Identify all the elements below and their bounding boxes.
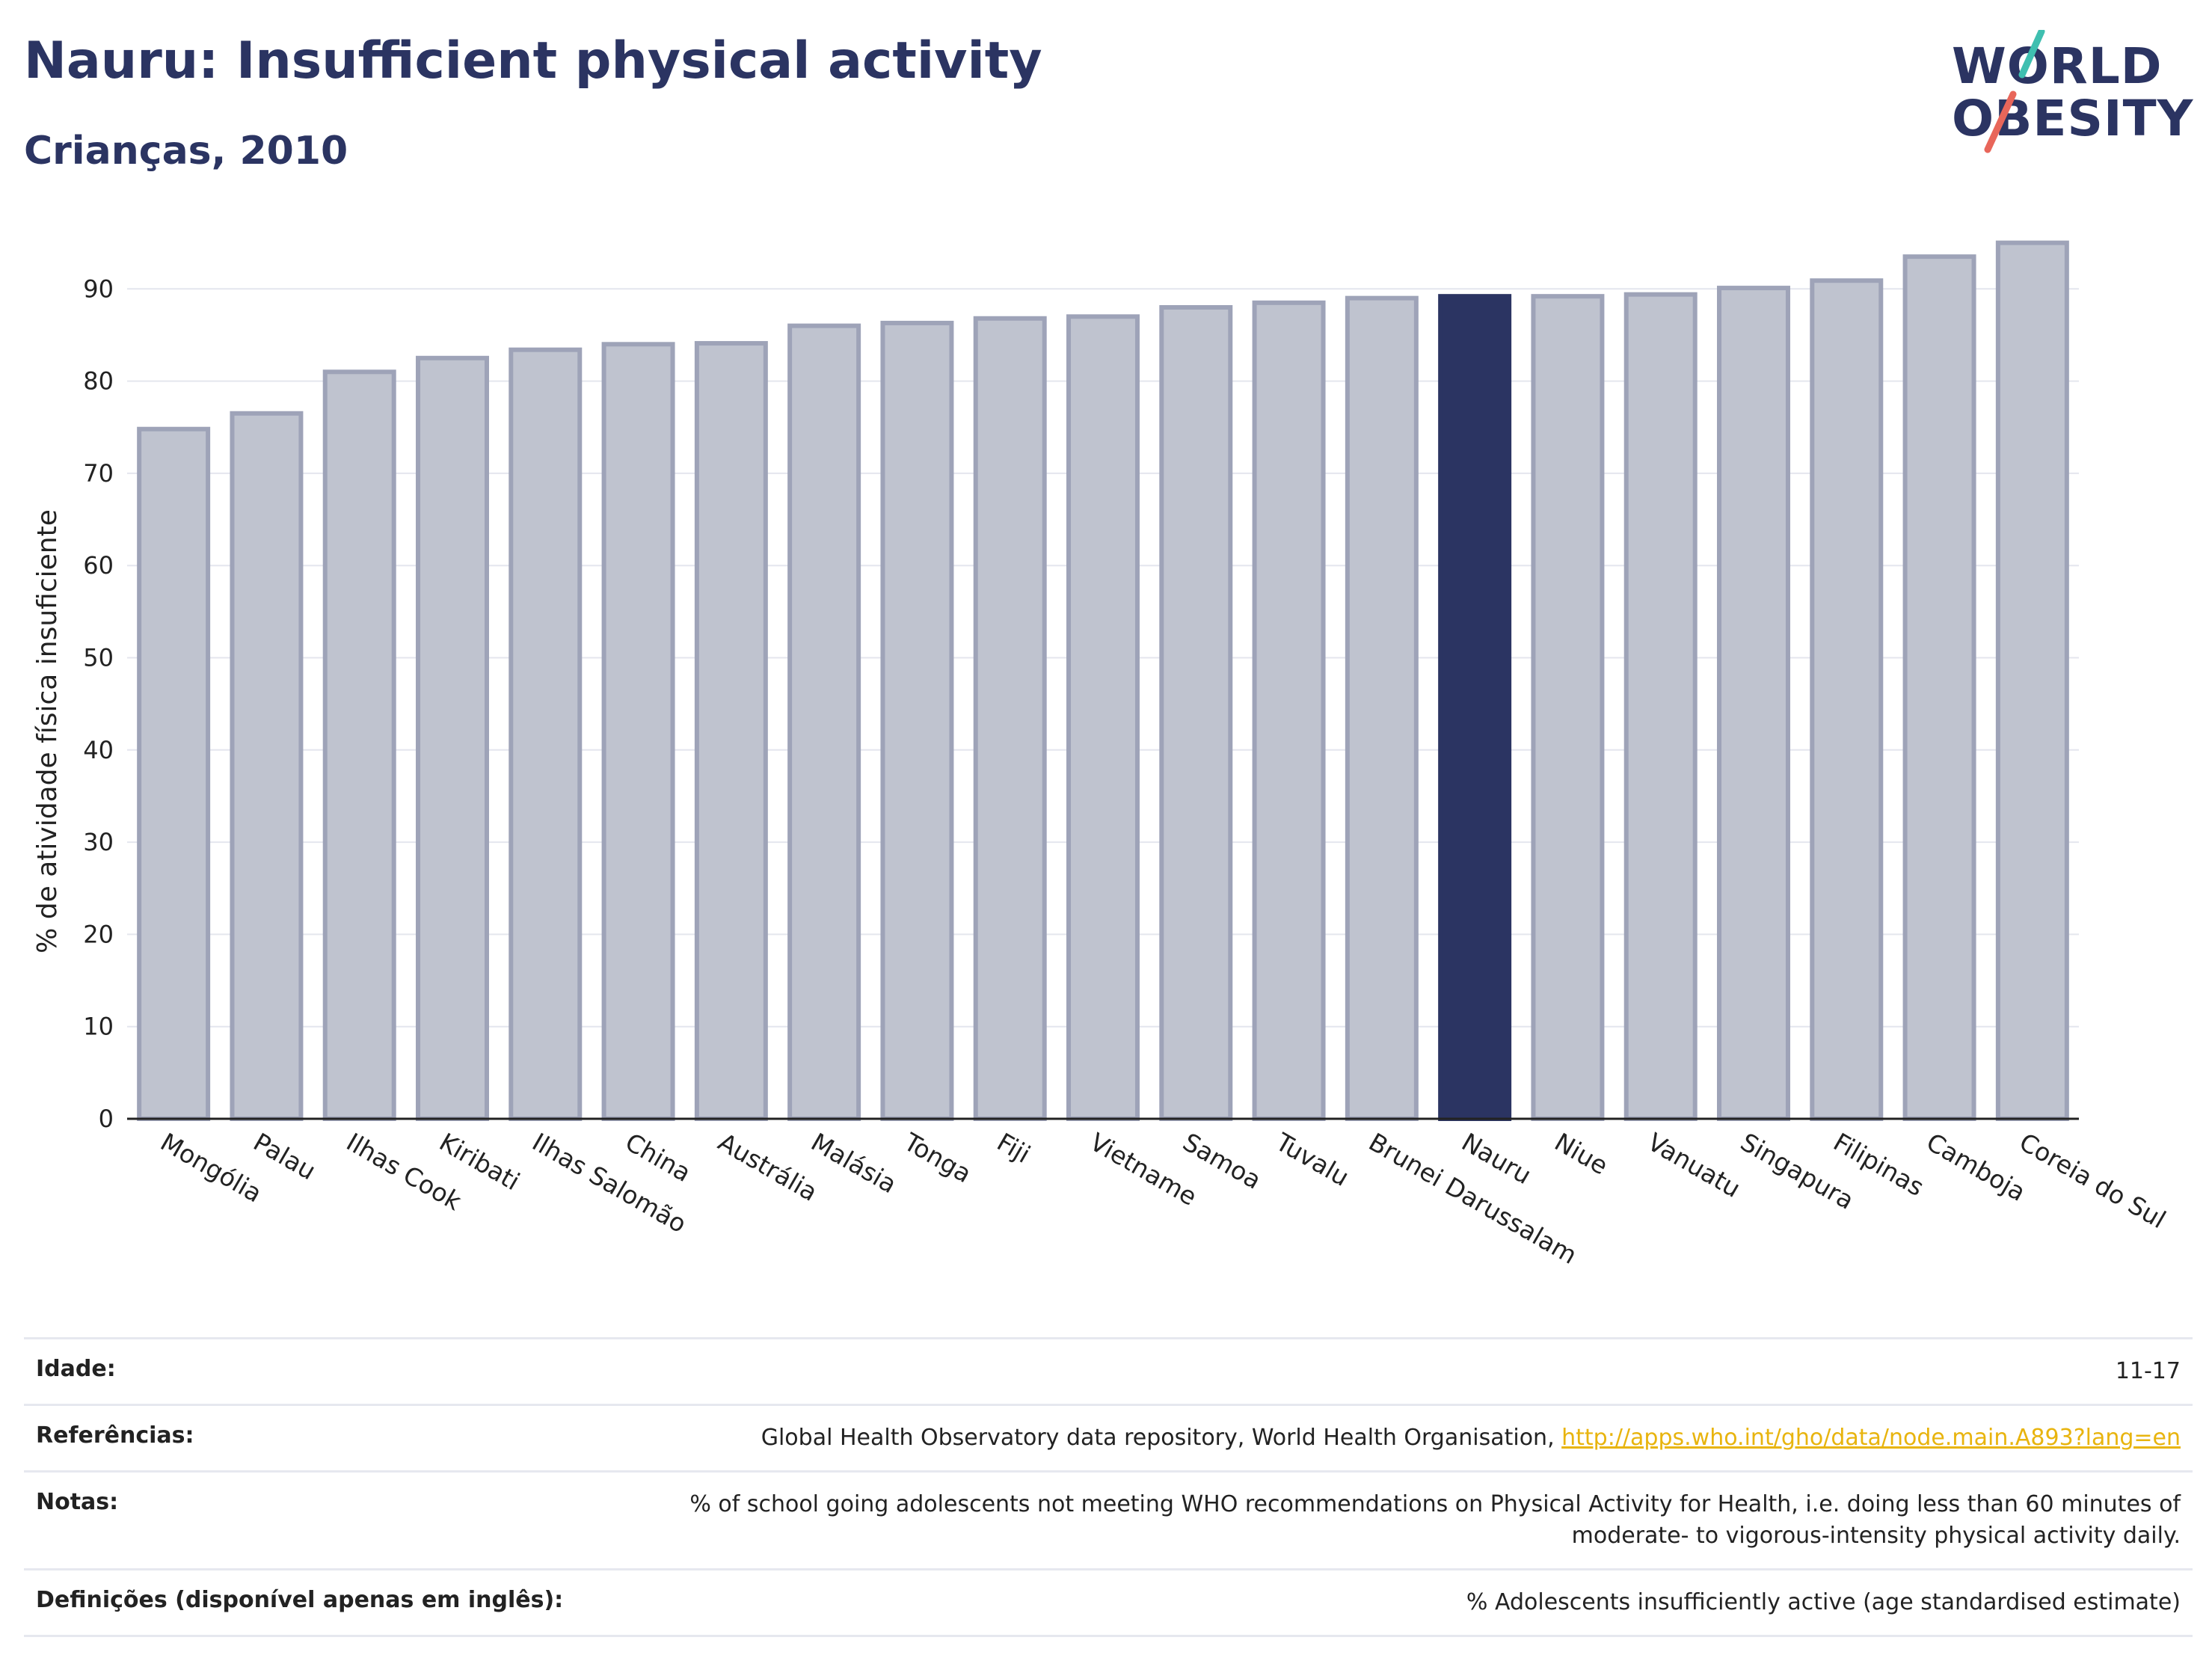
info-row-definitions: Definições (disponível apenas em inglês)…	[24, 1569, 2193, 1636]
info-label: Notas:	[36, 1489, 119, 1515]
info-row-notes: Notas: % of school going adolescents not…	[24, 1471, 2193, 1570]
y-tick-label: 10	[83, 1013, 114, 1041]
bar-tuvalu	[1252, 300, 1326, 1122]
y-axis-title: % de atividade física insuficiente	[32, 509, 63, 954]
y-tick-label: 0	[99, 1105, 114, 1133]
bar-samoa	[1159, 304, 1233, 1121]
info-table: Idade: 11-17 Referências: Global Health …	[24, 1337, 2193, 1637]
x-tick-label: Mongólia	[156, 1127, 267, 1208]
info-label: Idade:	[36, 1356, 116, 1382]
y-tick-label: 50	[83, 644, 114, 672]
bar-fiji	[973, 316, 1047, 1122]
x-tick-label: Tuvalu	[1271, 1127, 1354, 1192]
info-value: Global Health Observatory data repositor…	[575, 1405, 2193, 1472]
info-value: 11-17	[2115, 1358, 2181, 1384]
bar-coreia-do-sul	[1995, 240, 2069, 1121]
x-tick-label: Fiji	[992, 1127, 1036, 1169]
x-tick-label: Malásia	[806, 1127, 901, 1199]
bar-austrália	[694, 341, 768, 1121]
y-tick-label: 20	[83, 920, 114, 948]
x-tick-label: Vietname	[1085, 1127, 1202, 1212]
x-tick-label: Palau	[248, 1127, 321, 1185]
info-row-age: Idade: 11-17	[24, 1338, 2193, 1405]
bar-kiribati	[416, 355, 489, 1121]
bar-vanuatu	[1623, 292, 1698, 1121]
page-subtitle: Crianças, 2010	[24, 129, 348, 174]
x-tick-label: Ilhas Salomão	[527, 1127, 691, 1238]
info-value: % of school going adolescents not meetin…	[689, 1491, 2181, 1549]
bar-brunei-darussalam	[1345, 295, 1419, 1122]
y-tick-label: 90	[83, 274, 114, 303]
y-axis-ticks: 0 10 20 30 40 50 60 70 80 90	[83, 274, 114, 1133]
x-tick-label: Austrália	[713, 1127, 823, 1207]
bars	[127, 240, 2079, 1122]
bar-ilhas-cook	[322, 369, 396, 1122]
bar-mongólia	[137, 426, 211, 1122]
info-label: Definições (disponível apenas em inglês)…	[36, 1587, 564, 1613]
x-tick-label: Niue	[1549, 1127, 1613, 1180]
reference-link[interactable]: http://apps.who.int/gho/data/node.main.A…	[1561, 1425, 2181, 1451]
bar-camboja	[1902, 254, 1976, 1121]
y-tick-label: 30	[83, 828, 114, 856]
page-title: Nauru: Insufficient physical activity	[24, 31, 1042, 90]
info-value: % Adolescents insufficiently active (age…	[1466, 1589, 2181, 1615]
bar-singapura	[1717, 286, 1790, 1121]
bar-nauru	[1438, 294, 1512, 1121]
x-tick-label: Camboja	[1922, 1127, 2031, 1207]
bar-tonga	[880, 320, 954, 1121]
world-obesity-logo: WORLD OBESITY	[1952, 30, 2199, 157]
y-tick-label: 40	[83, 736, 114, 764]
x-tick-label: Coreia do Sul	[2015, 1127, 2171, 1234]
bar-filipinas	[1810, 278, 1884, 1121]
x-tick-label: Tonga	[899, 1127, 977, 1189]
bar-vietname	[1066, 314, 1140, 1122]
y-tick-label: 70	[83, 459, 114, 488]
bar-palau	[230, 411, 304, 1121]
reference-text: Global Health Observatory data repositor…	[761, 1425, 1562, 1451]
y-tick-label: 80	[83, 367, 114, 396]
bar-malásia	[787, 323, 861, 1121]
logo-line-1: WORLD	[1952, 37, 2163, 95]
bar-ilhas-salomão	[509, 347, 583, 1121]
info-label: Referências:	[36, 1422, 194, 1449]
y-tick-label: 60	[83, 551, 114, 580]
info-row-references: Referências: Global Health Observatory d…	[24, 1404, 2193, 1472]
x-tick-label: Vanuatu	[1643, 1127, 1745, 1203]
bar-china	[601, 342, 675, 1121]
logo-slash-icon	[1984, 30, 2045, 153]
bar-niue	[1531, 294, 1605, 1121]
